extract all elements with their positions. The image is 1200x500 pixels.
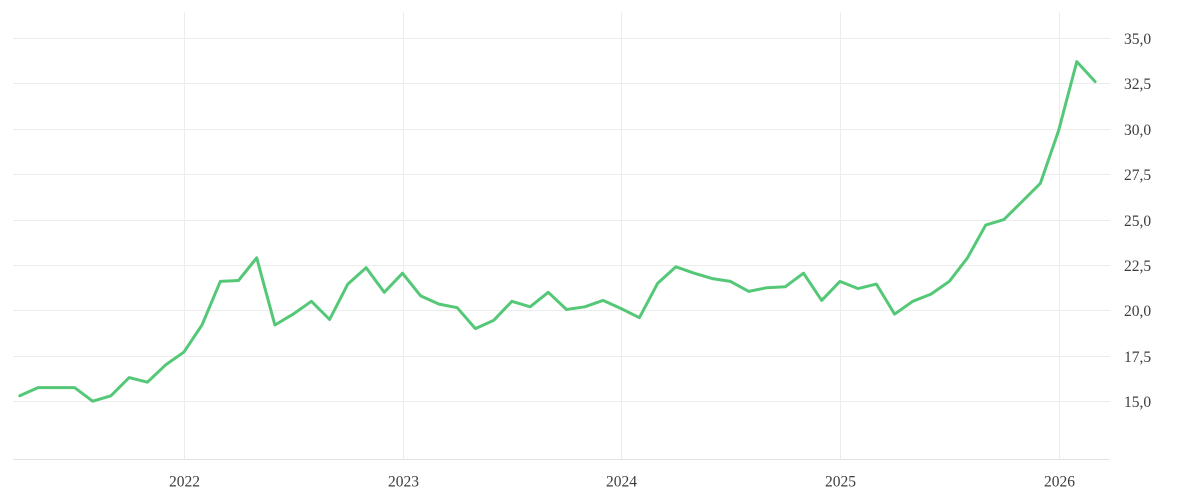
- y-tick-label: 27,5: [1124, 167, 1151, 184]
- y-tick-label: 30,0: [1124, 122, 1151, 139]
- y-tick-label: 20,0: [1124, 303, 1151, 320]
- y-tick-label: 17,5: [1124, 349, 1151, 366]
- x-tick-label: 2023: [388, 473, 419, 490]
- x-tick-label: 2025: [825, 473, 856, 490]
- y-tick-label: 22,5: [1124, 258, 1151, 275]
- x-tick-label: 2022: [169, 473, 200, 490]
- y-tick-label: 35,0: [1124, 31, 1151, 48]
- y-tick-label: 25,0: [1124, 213, 1151, 230]
- y-tick-label: 15,0: [1124, 394, 1151, 411]
- price-line: [18, 60, 1097, 403]
- x-tick-label: 2026: [1044, 473, 1075, 490]
- x-tick-label: 2024: [606, 473, 637, 490]
- y-tick-label: 32,5: [1124, 76, 1151, 93]
